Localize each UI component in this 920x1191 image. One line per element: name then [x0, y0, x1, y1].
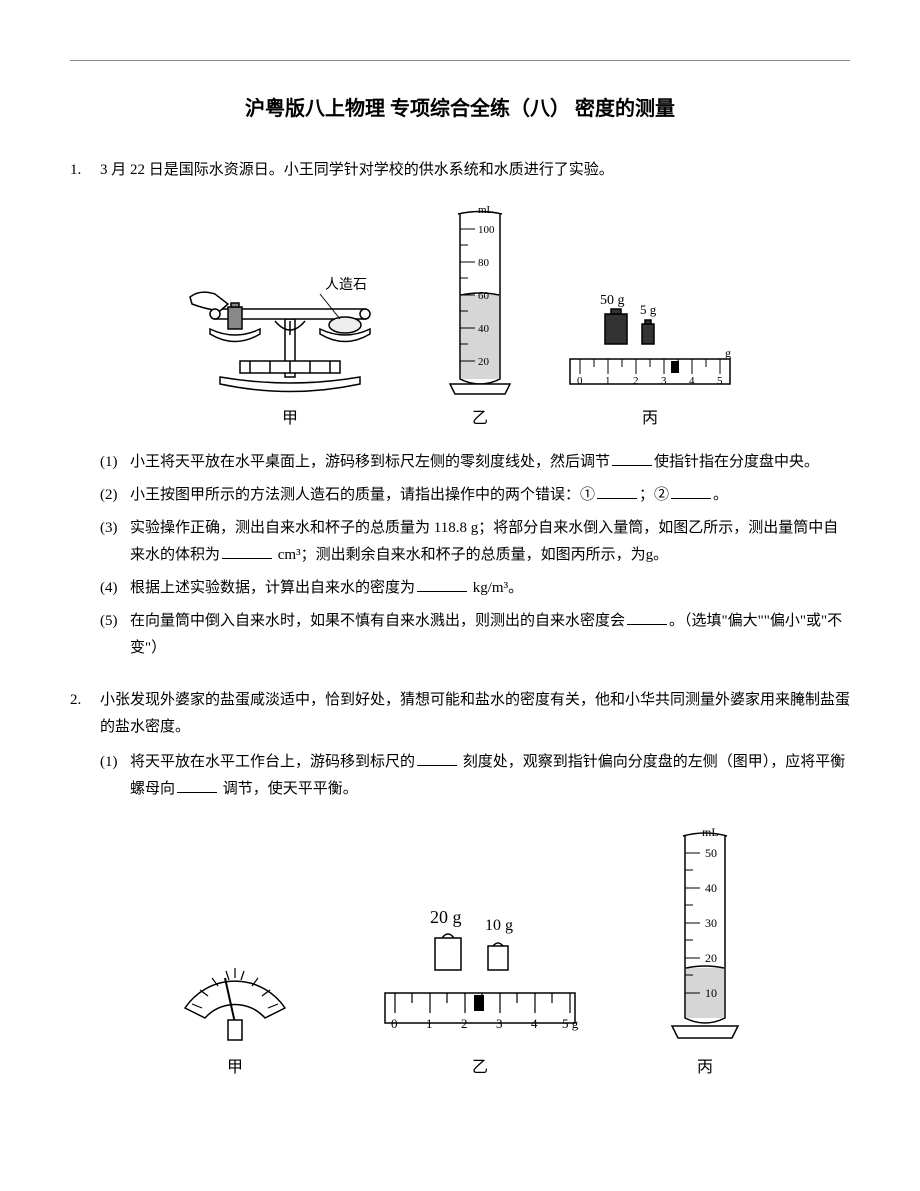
blank	[417, 751, 457, 766]
blank	[671, 484, 711, 499]
blank	[417, 577, 467, 592]
q2-stem-text: 小张发现外婆家的盐蛋咸淡适中，恰到好处，猜想可能和盐水的密度有关，他和小华共同测…	[100, 692, 850, 735]
q1-sub-1: (1)小王将天平放在水平桌面上，游码移到标尺左侧的零刻度线处，然后调节使指针指在…	[100, 449, 850, 476]
q2-fig-label-2: 乙	[472, 1054, 488, 1083]
q1-fig-cylinder: mL 100 80 60 40 20 乙	[440, 199, 520, 434]
svg-text:20: 20	[705, 951, 717, 965]
q2-fig-dial: 甲	[170, 938, 300, 1083]
q1-number: 1.	[70, 157, 100, 184]
balance-icon: 人造石	[180, 249, 400, 399]
svg-text:3: 3	[661, 375, 667, 387]
q1-sub-3: (3)实验操作正确，测出自来水和杯子的总质量为 118.8 g；将部分自来水倒入…	[100, 515, 850, 569]
question-1: 1.3 月 22 日是国际水资源日。小王同学针对学校的供水系统和水质进行了实验。	[70, 157, 850, 662]
q1-stem: 1.3 月 22 日是国际水资源日。小王同学针对学校的供水系统和水质进行了实验。	[70, 157, 850, 184]
q1-fig-label-3: 丙	[642, 405, 658, 434]
q2-fig-label-1: 甲	[227, 1054, 243, 1083]
svg-text:80: 80	[478, 257, 490, 269]
weight-20g-label: 20 g	[430, 907, 462, 927]
cylinder-icon: mL 100 80 60 40 20	[440, 199, 520, 399]
balance-stone-label: 人造石	[325, 277, 367, 293]
q2-subparts: (1)将天平放在水平工作台上，游码移到标尺的 刻度处，观察到指针偏向分度盘的左侧…	[70, 749, 850, 803]
svg-text:4: 4	[689, 375, 695, 387]
q1-fig-label-1: 甲	[282, 405, 298, 434]
svg-text:5: 5	[717, 375, 723, 387]
weight-50g-label: 50 g	[600, 293, 625, 308]
blank	[177, 778, 217, 793]
question-2: 2.小张发现外婆家的盐蛋咸淡适中，恰到好处，猜想可能和盐水的密度有关，他和小华共…	[70, 687, 850, 1083]
q2-stem: 2.小张发现外婆家的盐蛋咸淡适中，恰到好处，猜想可能和盐水的密度有关，他和小华共…	[70, 687, 850, 741]
blank	[627, 610, 667, 625]
weight-10g-label: 10 g	[485, 917, 513, 934]
page-title: 沪粤版八上物理 专项综合全练（八） 密度的测量	[70, 91, 850, 127]
q1-fig-balance: 人造石 甲	[180, 249, 400, 434]
q1-sub-4: (4)根据上述实验数据，计算出自来水的密度为 kg/m³。	[100, 575, 850, 602]
q2-figures: 甲 20 g 10 g 0 1	[70, 818, 850, 1083]
svg-text:30: 30	[705, 916, 717, 930]
svg-text:5 g: 5 g	[562, 1016, 579, 1031]
q1-fig-weights: 50 g 5 g 0 1 2 3 4 5 g	[560, 279, 740, 434]
q2-fig-label-3: 丙	[697, 1054, 713, 1083]
weight-5g-label: 5 g	[640, 302, 657, 317]
q1-fig-label-2: 乙	[472, 405, 488, 434]
blank	[597, 484, 637, 499]
q1-subparts: (1)小王将天平放在水平桌面上，游码移到标尺左侧的零刻度线处，然后调节使指针指在…	[70, 449, 850, 662]
svg-text:2: 2	[633, 375, 639, 387]
svg-text:40: 40	[478, 323, 490, 335]
q1-sub-2: (2)小王按图甲所示的方法测人造石的质量，请指出操作中的两个错误：①；②。	[100, 482, 850, 509]
svg-text:40: 40	[705, 881, 717, 895]
svg-text:0: 0	[391, 1016, 398, 1031]
svg-text:4: 4	[531, 1016, 538, 1031]
svg-text:1: 1	[605, 375, 611, 387]
svg-text:60: 60	[478, 290, 490, 302]
cylinder2-icon: mL 50 40 30 20 10	[660, 818, 750, 1048]
blank	[222, 544, 272, 559]
weights-icon: 50 g 5 g 0 1 2 3 4 5 g	[560, 279, 740, 399]
top-rule	[70, 60, 850, 61]
svg-text:50: 50	[705, 846, 717, 860]
svg-text:mL: mL	[478, 204, 494, 216]
svg-text:0: 0	[577, 375, 583, 387]
q2-number: 2.	[70, 687, 100, 714]
scale-unit-g: g	[725, 346, 731, 360]
svg-text:mL: mL	[702, 825, 719, 839]
q2-sub-1: (1)将天平放在水平工作台上，游码移到标尺的 刻度处，观察到指针偏向分度盘的左侧…	[100, 749, 850, 803]
svg-text:1: 1	[426, 1016, 433, 1031]
blank	[612, 451, 652, 466]
dial-icon	[170, 938, 300, 1048]
q1-sub-5: (5)在向量筒中倒入自来水时，如果不慎有自来水溅出，则测出的自来水密度会。（选填…	[100, 608, 850, 662]
beam-icon: 20 g 10 g 0 1 2 3 4	[370, 898, 590, 1048]
svg-text:10: 10	[705, 986, 717, 1000]
q1-stem-text: 3 月 22 日是国际水资源日。小王同学针对学校的供水系统和水质进行了实验。	[100, 162, 614, 178]
q1-figures: 人造石 甲 mL	[70, 199, 850, 434]
q2-fig-cylinder: mL 50 40 30 20 10 丙	[660, 818, 750, 1083]
svg-text:20: 20	[478, 356, 490, 368]
svg-text:3: 3	[496, 1016, 503, 1031]
svg-text:100: 100	[478, 224, 495, 236]
svg-text:2: 2	[461, 1016, 468, 1031]
q2-fig-beam: 20 g 10 g 0 1 2 3 4	[370, 898, 590, 1083]
